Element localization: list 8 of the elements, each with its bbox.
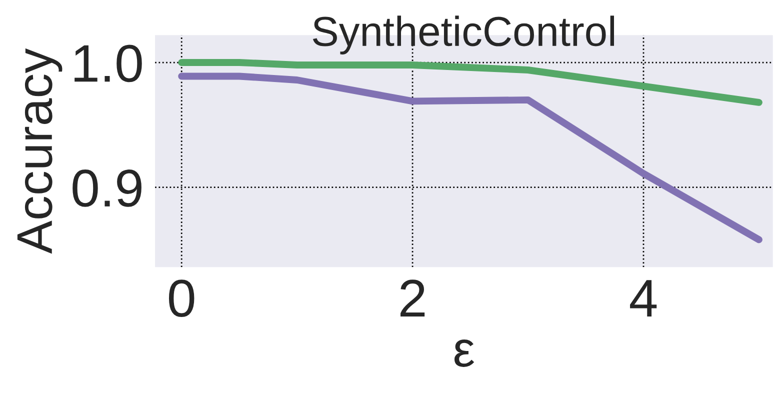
x-axis-title: ε — [454, 340, 474, 367]
x-tick-label: 0 — [168, 280, 194, 318]
y-tick-label: 1.0 — [74, 44, 142, 82]
chart-title: SyntheticControl — [312, 16, 614, 54]
x-tick-label: 2 — [400, 280, 425, 316]
y-tick-label: 0.9 — [72, 170, 142, 207]
y-axis-title: Accuracy — [17, 48, 62, 254]
x-tick-label: 4 — [630, 280, 657, 316]
